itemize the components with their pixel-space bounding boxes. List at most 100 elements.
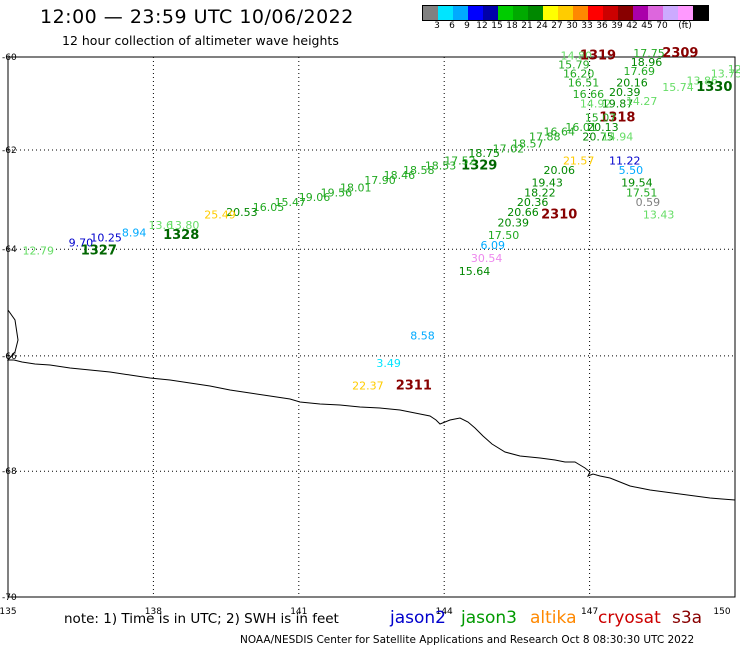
wave-height-label: 16.64	[544, 126, 576, 139]
wave-height-label: 14.92	[580, 97, 612, 110]
color-legend-tick: 15	[491, 21, 503, 31]
wave-height-label: 17.69	[624, 65, 656, 78]
latitude-tick-label: -62	[2, 146, 17, 156]
color-legend-tick: 70	[656, 21, 668, 31]
color-legend-swatch	[648, 6, 663, 20]
track-id-label: 2309	[662, 46, 698, 61]
wave-height-label: 19.54	[621, 176, 653, 189]
wave-height-label: 12.79	[23, 244, 55, 257]
longitude-tick-label: 141	[290, 607, 307, 617]
wave-height-label: 20.53	[226, 206, 258, 219]
color-legend-swatch	[663, 6, 678, 20]
wave-height-label: 20.39	[609, 86, 641, 99]
track-id-label: 1330	[696, 80, 732, 95]
wave-height-label: 18.22	[524, 186, 556, 199]
color-legend-swatch	[603, 6, 618, 20]
color-legend-swatch	[558, 6, 573, 20]
wave-height-label: 20.66	[507, 206, 539, 219]
color-legend	[422, 5, 709, 21]
wave-height-label: 15.74	[662, 81, 694, 94]
color-legend-swatch	[453, 6, 468, 20]
wave-height-label: 18.01	[340, 181, 372, 194]
longitude-tick-label: 135	[0, 607, 17, 617]
wave-height-label: 18.57	[512, 138, 544, 151]
color-legend-swatch	[498, 6, 513, 20]
latitude-tick-label: -66	[2, 352, 17, 362]
color-legend-tick: 6	[449, 21, 455, 31]
credit-line: NOAA/NESDIS Center for Satellite Applica…	[240, 634, 695, 646]
longitude-tick-label: 138	[145, 607, 162, 617]
color-legend-tick: 27	[551, 21, 563, 31]
page-title: 12:00 — 23:59 UTC 10/06/2022	[40, 6, 354, 28]
color-legend-swatch	[438, 6, 453, 20]
wave-height-label: 19.06	[299, 191, 331, 204]
color-legend-tick: 36	[596, 21, 608, 31]
wave-height-label: 3.49	[376, 357, 401, 370]
wave-height-label: 20.39	[498, 216, 529, 229]
wave-height-label: 17.50	[488, 229, 520, 242]
page-subtitle: 12 hour collection of altimeter wave hei…	[62, 33, 339, 48]
satellite-legend-s3a: s3a	[672, 608, 703, 628]
color-legend-tick: 42	[626, 21, 638, 31]
wave-height-label: 16.66	[573, 88, 605, 101]
wave-height-label: 19.43	[531, 176, 563, 189]
wave-height-label: 17.52	[444, 154, 476, 167]
color-legend-tick: 33	[581, 21, 593, 31]
satellite-legend-jason3: jason3	[461, 608, 517, 628]
wave-height-label: 18.58	[403, 164, 435, 177]
color-legend-tick: (ft)	[678, 21, 692, 31]
wave-height-label: 20.36	[517, 196, 549, 209]
color-legend-swatch	[693, 6, 708, 20]
wave-height-label: 17.51	[626, 186, 658, 199]
track-id-label: 2311	[396, 378, 432, 393]
wave-height-label: 18.46	[384, 169, 416, 182]
wave-height-label: 13.75	[711, 67, 740, 80]
color-legend-swatch	[513, 6, 528, 20]
color-legend-tick: 12	[476, 21, 488, 31]
wave-height-label: 17.88	[529, 130, 561, 143]
color-legend-tick: 18	[506, 21, 518, 31]
longitude-tick-label: 144	[436, 607, 453, 617]
color-legend-swatch	[678, 6, 693, 20]
wave-height-label: 25.49	[204, 209, 236, 222]
wave-height-label: 14.27	[626, 95, 658, 108]
latitude-tick-label: -64	[2, 245, 17, 255]
track-id-label: 1329	[461, 158, 497, 173]
color-legend-swatch	[573, 6, 588, 20]
wave-height-label: 0.59	[636, 196, 661, 209]
wave-height-label: 9.70	[69, 237, 94, 250]
latitude-tick-label: -70	[2, 593, 17, 603]
wave-height-label: 14.80	[561, 49, 593, 62]
wave-height-label: 8.94	[122, 226, 147, 239]
longitude-tick-label: 147	[581, 607, 598, 617]
footer-note: note: 1) Time is in UTC; 2) SWH is in fe…	[64, 611, 339, 627]
wave-height-label: 17.75	[633, 47, 665, 60]
track-id-label: 1327	[81, 243, 117, 258]
wave-height-label: 14.94	[602, 130, 634, 143]
wave-height-label: 19.56	[321, 186, 353, 199]
color-legend-swatch	[483, 6, 498, 20]
color-legend-swatch	[528, 6, 543, 20]
wave-height-label: 16.51	[568, 77, 600, 90]
track-id-label: 1328	[163, 228, 199, 243]
color-legend-tick: 24	[536, 21, 548, 31]
wave-height-label: 15.79	[558, 58, 590, 71]
color-legend-tick: 45	[641, 21, 653, 31]
color-legend-swatch	[588, 6, 603, 20]
color-legend-tick: 21	[521, 21, 533, 31]
track-id-label: 2310	[541, 208, 577, 223]
wave-height-label: 13.80	[168, 219, 200, 232]
wave-height-label: 16.20	[563, 67, 595, 80]
wave-height-label: 20.13	[587, 121, 619, 134]
color-legend-swatch	[543, 6, 558, 20]
wave-height-label: 13.43	[643, 209, 675, 222]
satellite-legend-altika: altika	[530, 608, 577, 628]
wave-height-label: 11.22	[609, 154, 641, 167]
wave-height-label: 22.37	[352, 379, 384, 392]
wave-height-label: 20.06	[544, 164, 576, 177]
wave-height-label: 13.6	[149, 219, 174, 232]
satellite-legend-cryosat: cryosat	[598, 608, 661, 628]
longitude-tick-label: 150	[713, 607, 730, 617]
track-id-label: 1318	[599, 110, 635, 125]
